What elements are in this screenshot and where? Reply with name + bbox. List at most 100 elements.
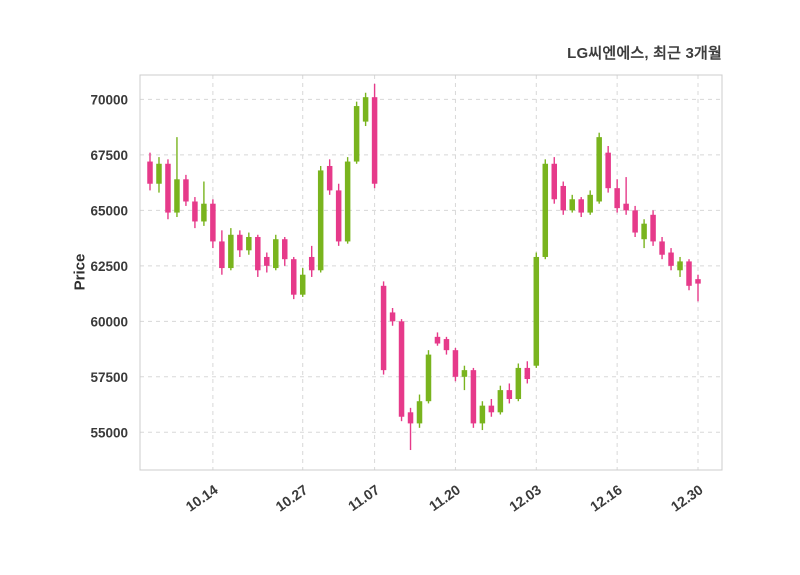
candle bbox=[650, 210, 656, 246]
candle-body bbox=[461, 370, 468, 377]
candle-body bbox=[335, 190, 342, 242]
candle bbox=[147, 152, 153, 191]
candle-body bbox=[290, 259, 297, 295]
candle-body bbox=[488, 405, 495, 413]
candle bbox=[174, 137, 180, 218]
candle bbox=[524, 361, 531, 384]
candle-body bbox=[587, 194, 593, 213]
candle bbox=[695, 274, 701, 302]
y-tick-label: 70000 bbox=[90, 92, 128, 107]
candle-body bbox=[255, 236, 261, 271]
candle bbox=[308, 245, 315, 277]
candle-body bbox=[560, 185, 566, 211]
candle bbox=[623, 177, 629, 215]
candle bbox=[335, 183, 342, 246]
candle bbox=[353, 101, 360, 164]
candle bbox=[299, 268, 306, 297]
candle-body bbox=[147, 161, 153, 184]
y-tick-label: 65000 bbox=[90, 203, 128, 218]
candle-body bbox=[524, 367, 531, 380]
candle bbox=[479, 401, 486, 431]
candle-body bbox=[452, 350, 459, 377]
candle bbox=[488, 398, 495, 417]
candle bbox=[497, 385, 504, 415]
candle bbox=[201, 181, 207, 226]
candle-body bbox=[174, 179, 180, 213]
candle-body bbox=[479, 405, 486, 424]
candle-body bbox=[380, 285, 387, 371]
candle-body bbox=[165, 163, 171, 213]
candle bbox=[273, 234, 279, 271]
candle bbox=[416, 394, 423, 428]
candle bbox=[470, 367, 477, 428]
x-tick-label: 11.20 bbox=[426, 481, 463, 514]
candle bbox=[587, 190, 593, 215]
candle bbox=[389, 308, 396, 326]
x-tick-label: 12.03 bbox=[506, 481, 544, 514]
candle bbox=[569, 194, 575, 213]
candle-body bbox=[246, 236, 252, 251]
candle bbox=[219, 230, 225, 275]
candle-body bbox=[308, 256, 315, 271]
candle-body bbox=[192, 201, 198, 222]
candle bbox=[407, 407, 414, 451]
candle bbox=[192, 197, 198, 229]
y-tick-label: 60000 bbox=[90, 314, 128, 329]
candle-body bbox=[614, 188, 620, 209]
candle-body bbox=[596, 137, 602, 202]
candle bbox=[380, 281, 387, 375]
candle bbox=[659, 236, 665, 260]
candle-body bbox=[228, 234, 234, 269]
candle-body bbox=[407, 412, 414, 424]
plot-frame bbox=[139, 74, 723, 471]
candle bbox=[533, 252, 540, 368]
candle-body bbox=[398, 321, 405, 417]
candle-body bbox=[371, 97, 378, 184]
candle bbox=[614, 179, 620, 213]
chart-title: LG씨엔에스, 최근 3개월 bbox=[567, 45, 722, 62]
candle-body bbox=[317, 170, 324, 271]
candle bbox=[515, 363, 522, 402]
x-tick-label: 12.16 bbox=[587, 481, 625, 514]
candle bbox=[246, 232, 252, 255]
candle bbox=[344, 157, 351, 244]
candle-body bbox=[326, 165, 333, 191]
candle bbox=[596, 132, 602, 204]
candle-body bbox=[264, 256, 270, 266]
candle bbox=[228, 228, 234, 271]
candle bbox=[282, 236, 288, 266]
candle bbox=[255, 234, 261, 277]
candle-body bbox=[578, 199, 584, 213]
y-tick-label: 55000 bbox=[90, 425, 128, 440]
candle bbox=[605, 146, 611, 193]
candle bbox=[156, 157, 162, 193]
candle bbox=[290, 256, 297, 300]
candle-body bbox=[353, 106, 360, 162]
y-tick-label: 62500 bbox=[90, 259, 128, 274]
candle bbox=[434, 332, 441, 346]
candle-body bbox=[237, 234, 243, 251]
candle bbox=[641, 219, 647, 249]
candle-body bbox=[434, 336, 441, 344]
candle-body bbox=[650, 214, 656, 242]
candle-body bbox=[533, 256, 540, 366]
candle-body bbox=[668, 252, 674, 266]
candle-body bbox=[443, 339, 450, 351]
candle-body bbox=[623, 203, 629, 211]
candle bbox=[542, 159, 549, 260]
candle-body bbox=[210, 203, 216, 242]
candle bbox=[237, 230, 243, 257]
candle-body bbox=[641, 223, 647, 240]
candle-body bbox=[497, 390, 504, 413]
candle-body bbox=[515, 367, 522, 399]
candle bbox=[551, 157, 558, 204]
candle bbox=[362, 92, 369, 127]
candle bbox=[317, 165, 324, 273]
candle bbox=[686, 259, 692, 291]
candle-body bbox=[183, 179, 189, 202]
candle bbox=[398, 319, 405, 422]
candle-body bbox=[659, 241, 665, 255]
candle bbox=[264, 252, 270, 273]
